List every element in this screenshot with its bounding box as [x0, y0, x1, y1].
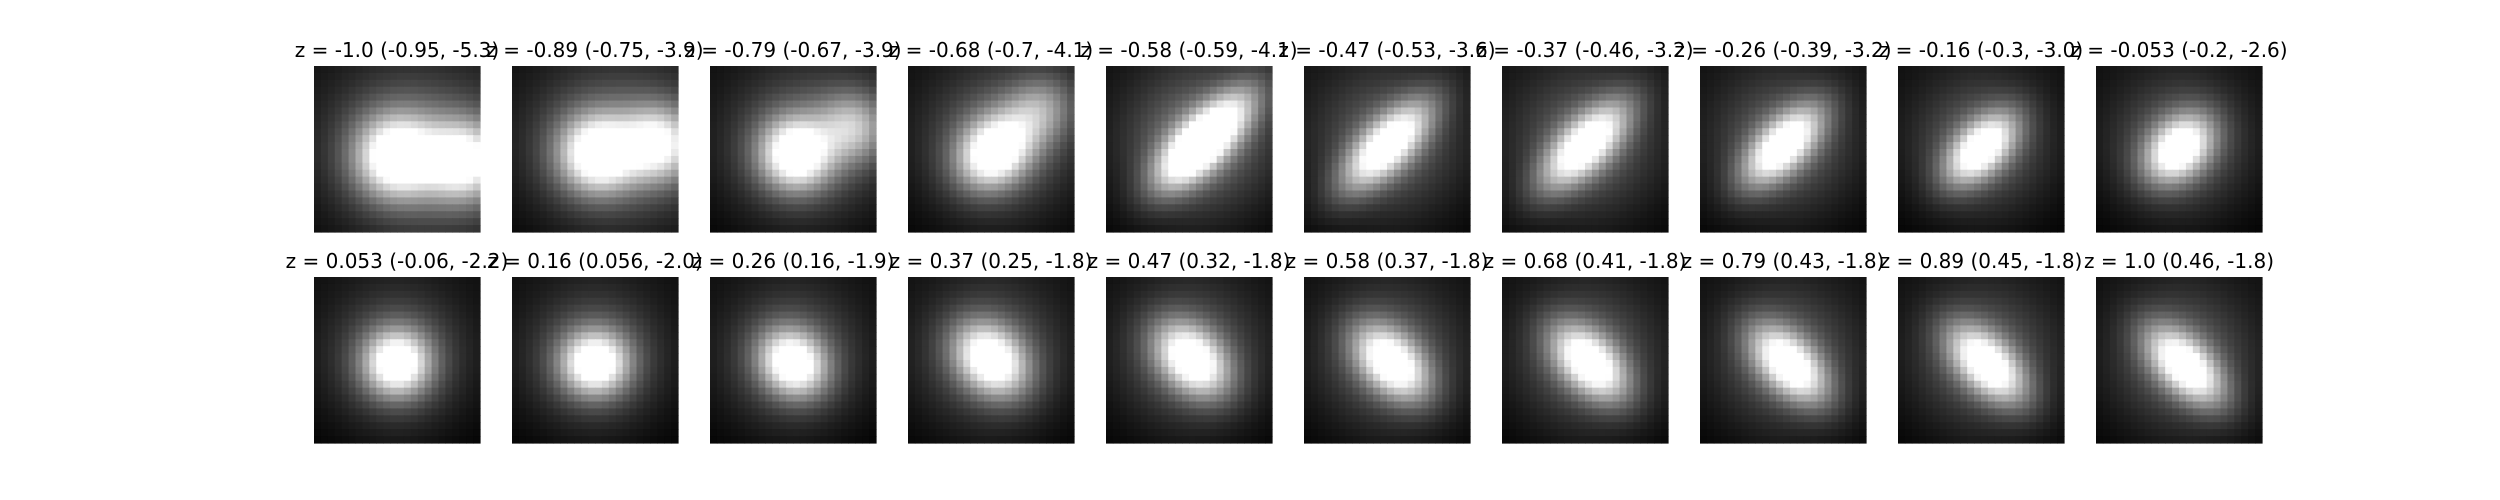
panel-title: z = -0.58 (-0.59, -4.1)	[1080, 38, 1297, 62]
heatmap-image	[1106, 66, 1273, 233]
panel-title: z = 0.89 (0.45, -1.8)	[1880, 249, 2083, 273]
panel: z = 0.16 (0.056, -2.0)	[487, 249, 703, 444]
heatmap-image	[1304, 277, 1471, 444]
panel: z = -0.68 (-0.7, -4.1)	[889, 38, 1093, 233]
panel-grid: z = -1.0 (-0.95, -5.3)z = -0.89 (-0.75, …	[286, 38, 2288, 444]
panel-title: z = -0.68 (-0.7, -4.1)	[889, 38, 1093, 62]
panel: z = -0.79 (-0.67, -3.9)	[684, 38, 902, 233]
heatmap-image	[2096, 277, 2263, 444]
heatmap-image	[908, 277, 1075, 444]
heatmap-image	[1898, 277, 2065, 444]
heatmap-image	[1502, 66, 1669, 233]
heatmap-image	[908, 66, 1075, 233]
panel-title: z = -0.47 (-0.53, -3.6)	[1278, 38, 1495, 62]
panel: z = 1.0 (0.46, -1.8)	[2084, 249, 2274, 444]
heatmap-image	[314, 66, 481, 233]
heatmap-image	[1106, 277, 1273, 444]
panel: z = 0.58 (0.37, -1.8)	[1286, 249, 1489, 444]
heatmap-image	[1700, 66, 1867, 233]
panel: z = -0.58 (-0.59, -4.1)	[1080, 38, 1298, 233]
panel-title: z = 0.26 (0.16, -1.9)	[692, 249, 895, 273]
panel: z = 0.79 (0.43, -1.8)	[1682, 249, 1885, 444]
heatmap-image	[1502, 277, 1669, 444]
heatmap-image	[710, 66, 877, 233]
panel-title: z = -1.0 (-0.95, -5.3)	[295, 38, 499, 62]
panel-title: z = -0.053 (-0.2, -2.6)	[2070, 38, 2287, 62]
panel-title: z = 0.16 (0.056, -2.0)	[487, 249, 702, 273]
panel: z = 0.89 (0.45, -1.8)	[1880, 249, 2083, 444]
panel-title: z = 1.0 (0.46, -1.8)	[2084, 249, 2274, 273]
heatmap-image	[710, 277, 877, 444]
heatmap-image	[512, 277, 679, 444]
panel-title: z = -0.79 (-0.67, -3.9)	[684, 38, 901, 62]
heatmap-image	[1898, 66, 2065, 233]
heatmap-image	[1304, 66, 1471, 233]
panel: z = 0.47 (0.32, -1.8)	[1088, 249, 1291, 444]
panel-title: z = 0.47 (0.32, -1.8)	[1088, 249, 1291, 273]
panel: z = -0.89 (-0.75, -3.9)	[486, 38, 704, 233]
heatmap-image	[2096, 66, 2263, 233]
heatmap-image	[314, 277, 481, 444]
heatmap-image	[1700, 277, 1867, 444]
panel: z = 0.37 (0.25, -1.8)	[890, 249, 1093, 444]
panel: z = -0.053 (-0.2, -2.6)	[2070, 38, 2288, 233]
panel: z = -0.47 (-0.53, -3.6)	[1278, 38, 1496, 233]
panel-title: z = -0.16 (-0.3, -3.0)	[1879, 38, 2083, 62]
panel-title: z = -0.26 (-0.39, -3.2)	[1674, 38, 1891, 62]
panel-title: z = -0.89 (-0.75, -3.9)	[486, 38, 703, 62]
panel: z = -0.26 (-0.39, -3.2)	[1674, 38, 1892, 233]
panel-title: z = 0.37 (0.25, -1.8)	[890, 249, 1093, 273]
panel: z = -0.37 (-0.46, -3.2)	[1476, 38, 1694, 233]
panel-title: z = 0.68 (0.41, -1.8)	[1484, 249, 1687, 273]
panel: z = -1.0 (-0.95, -5.3)	[295, 38, 499, 233]
panel: z = 0.26 (0.16, -1.9)	[692, 249, 895, 444]
panel: z = 0.053 (-0.06, -2.2)	[286, 249, 509, 444]
panel: z = 0.68 (0.41, -1.8)	[1484, 249, 1687, 444]
panel-title: z = 0.58 (0.37, -1.8)	[1286, 249, 1489, 273]
panel-title: z = 0.053 (-0.06, -2.2)	[286, 249, 509, 273]
panel-title: z = 0.79 (0.43, -1.8)	[1682, 249, 1885, 273]
panel: z = -0.16 (-0.3, -3.0)	[1879, 38, 2083, 233]
panel-title: z = -0.37 (-0.46, -3.2)	[1476, 38, 1693, 62]
heatmap-image	[512, 66, 679, 233]
